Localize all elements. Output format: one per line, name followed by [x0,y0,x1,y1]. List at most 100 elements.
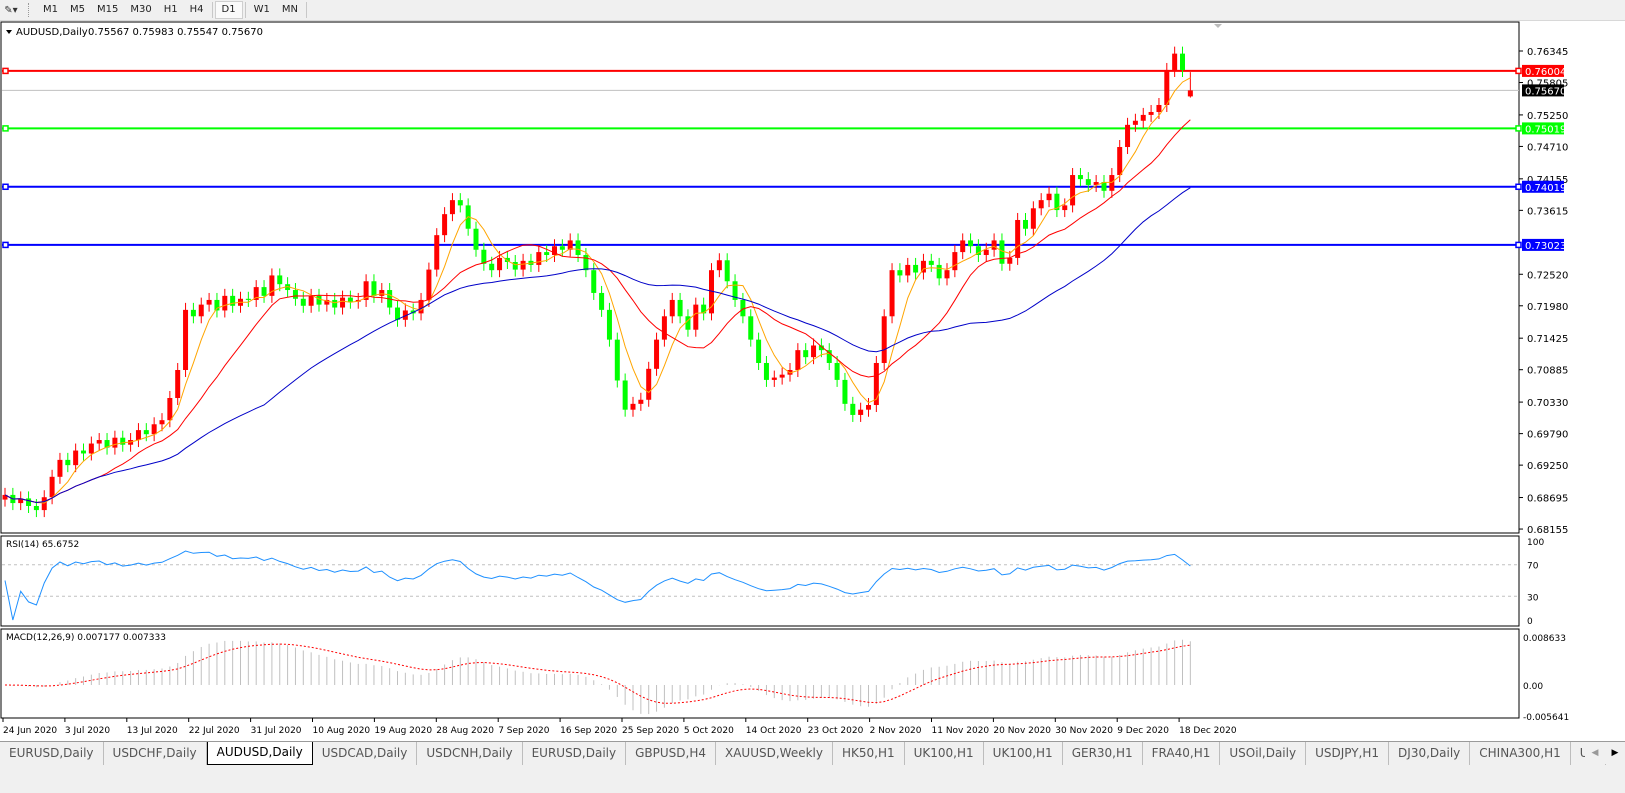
rsi-pane[interactable] [0,535,1520,627]
line-handle-icon[interactable] [2,125,9,132]
candle-body [120,437,126,445]
line-price-label: 0.76004 [1525,67,1566,78]
timeframe-button-h1[interactable]: H1 [163,4,178,15]
chart-tab[interactable]: FRA40,H1 [1143,742,1221,765]
candle-body [1007,257,1013,264]
candle-body [536,252,542,265]
chart-tab[interactable]: USDCNH,Daily [417,742,523,765]
chart-tab[interactable]: UK100,H1 [984,742,1063,765]
candle-body [96,440,102,444]
candle-body [811,345,817,358]
line-handle-icon[interactable] [2,183,9,191]
line-handle-icon[interactable] [1515,125,1522,132]
candle-body [316,295,322,305]
chart-tab[interactable]: AUDUSD,Daily [206,742,313,765]
toolbar-grip[interactable] [28,3,33,17]
candle-body [112,437,118,448]
candle-body [230,295,236,306]
candle-body [677,299,683,317]
timeframe-button-m5[interactable]: M5 [70,4,85,15]
candle-body [434,235,440,270]
candle-body [693,304,699,330]
candle-body [449,200,455,215]
candle-body [88,443,94,454]
rsi-line [4,550,1191,621]
chart-tab[interactable]: EURUSD,Daily [0,742,104,765]
main-pane[interactable] [0,21,1520,534]
candle-body [905,264,911,276]
macd-pane[interactable] [0,628,1520,719]
date-tick-label: 16 Sep 2020 [560,726,617,736]
candle-body [57,459,63,477]
date-tick-label: 19 Aug 2020 [374,726,432,736]
date-tick-label: 23 Oct 2020 [808,726,864,736]
candle-body [504,257,510,263]
timeframe-button-m30[interactable]: M30 [130,4,152,15]
candle-body [818,345,824,351]
line-handle-icon[interactable] [1515,183,1522,191]
toolbar-separator [305,2,307,18]
candle-body [834,362,840,380]
chart-tab[interactable]: UK100,H1 [905,742,984,765]
date-tick-label: 20 Nov 2020 [993,726,1051,736]
candle-body [567,240,573,250]
candle-body [803,350,809,358]
macd-tick-label: 0.008633 [1523,634,1566,644]
timeframe-button-d1[interactable]: D1 [214,1,243,19]
candle-body [552,246,557,256]
candle-body [512,262,518,270]
chart-canvas[interactable]: 0.76345 0.75805 0.75250 0.74710 0.74155 0.736… [0,0,1625,741]
timeframe-button-h4[interactable]: H4 [189,4,204,15]
price-tick-label: 0.72520 [1527,270,1568,281]
timeframe-button-mn[interactable]: MN [281,4,298,15]
candle-body [371,281,377,296]
candle-body [991,240,997,250]
chart-tab[interactable]: XAUUSD,Weekly [716,742,833,765]
tab-scroll-controls: ◀ ▶ [1585,742,1625,764]
chart-tab[interactable]: HK50,H1 [833,742,905,765]
candle-body [1187,90,1193,97]
candle-body [426,269,432,300]
line-handle-icon[interactable] [1515,67,1522,75]
line-handle-icon[interactable] [1515,241,1522,249]
chart-tab[interactable]: EURUSD,Daily [523,742,627,765]
candle-body [151,424,157,435]
candle-body [65,459,71,466]
candle-body [748,316,754,340]
chart-tab[interactable]: USOil,Daily [1220,742,1307,765]
candle-body [402,310,408,320]
scroll-left-icon[interactable]: ◀ [1591,748,1599,758]
chart-tab[interactable]: GER30,H1 [1063,742,1143,765]
macd-tick-label: 0.00 [1523,682,1543,692]
timeframe-button-m15[interactable]: M15 [97,4,119,15]
chart-tab[interactable]: USDJPY,H1 [1306,742,1390,765]
price-tick-label: 0.71425 [1527,334,1568,345]
candle-body [787,369,793,375]
date-tick-label: 25 Sep 2020 [622,726,679,736]
candle-body [198,304,204,317]
candle-body [661,316,667,340]
candle-body [457,200,463,206]
chart-tab[interactable]: USDCHF,Daily [104,742,207,765]
scroll-right-icon[interactable]: ▶ [1611,748,1619,758]
chart-tab[interactable]: DJ30,Daily [1389,742,1471,765]
candle-body [418,299,424,314]
candle-body [771,377,777,380]
shift-marker-icon[interactable] [1214,24,1222,28]
candle-body [143,430,149,435]
candle-body [379,290,385,296]
chart-tab[interactable]: GBPUSD,H4 [626,742,716,765]
drawing-tools-icon[interactable]: ✎▾ [4,4,18,16]
timeframe-button-w1[interactable]: W1 [253,4,270,15]
candle-body [1180,53,1185,70]
candle-body [1015,219,1021,258]
timeframe-button-m1[interactable]: M1 [43,4,58,15]
chart-tab[interactable]: USDCAD,Daily [313,742,418,765]
candle-body [261,287,267,296]
line-handle-icon[interactable] [2,241,9,249]
rsi-tick-label: 0 [1527,617,1533,627]
line-handle-icon[interactable] [2,67,9,75]
collapse-triangle-icon[interactable] [6,30,12,34]
candle-body [183,309,189,370]
chart-tab[interactable]: CHINA300,H1 [1470,742,1571,765]
